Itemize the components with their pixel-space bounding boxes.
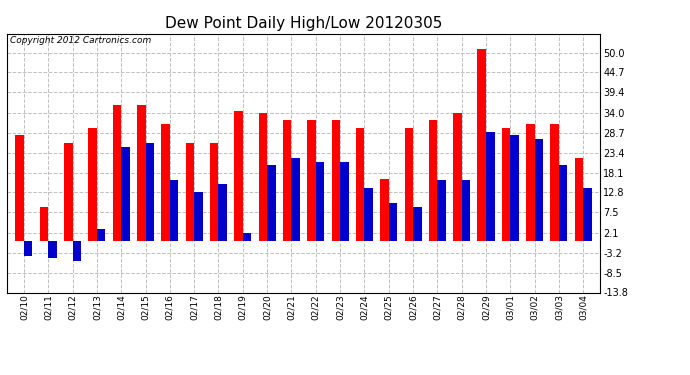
Bar [583,188,592,241]
Bar [259,113,267,241]
Bar [437,180,446,241]
Bar [15,135,24,241]
Bar [97,230,106,241]
Bar [332,120,340,241]
Bar [429,120,437,241]
Bar [243,233,251,241]
Bar [575,158,583,241]
Bar [283,120,291,241]
Bar [535,139,543,241]
Bar [356,128,364,241]
Text: Copyright 2012 Cartronics.com: Copyright 2012 Cartronics.com [10,36,151,45]
Bar [502,128,511,241]
Bar [307,120,316,241]
Bar [413,207,422,241]
Bar [486,132,495,241]
Bar [146,143,154,241]
Bar [186,143,194,241]
Bar [72,241,81,261]
Bar [380,178,388,241]
Bar [112,105,121,241]
Bar [235,111,243,241]
Bar [404,128,413,241]
Bar [551,124,559,241]
Bar [511,135,519,241]
Title: Dew Point Daily High/Low 20120305: Dew Point Daily High/Low 20120305 [165,16,442,31]
Bar [364,188,373,241]
Bar [340,162,348,241]
Bar [170,180,178,241]
Bar [40,207,48,241]
Bar [267,165,275,241]
Bar [316,162,324,241]
Bar [388,203,397,241]
Bar [64,143,72,241]
Bar [291,158,300,241]
Bar [219,184,227,241]
Bar [453,113,462,241]
Bar [194,192,203,241]
Bar [48,241,57,258]
Bar [477,49,486,241]
Bar [24,241,32,256]
Bar [161,124,170,241]
Bar [559,165,567,241]
Bar [210,143,219,241]
Bar [88,128,97,241]
Bar [526,124,535,241]
Bar [462,180,470,241]
Bar [137,105,146,241]
Bar [121,147,130,241]
